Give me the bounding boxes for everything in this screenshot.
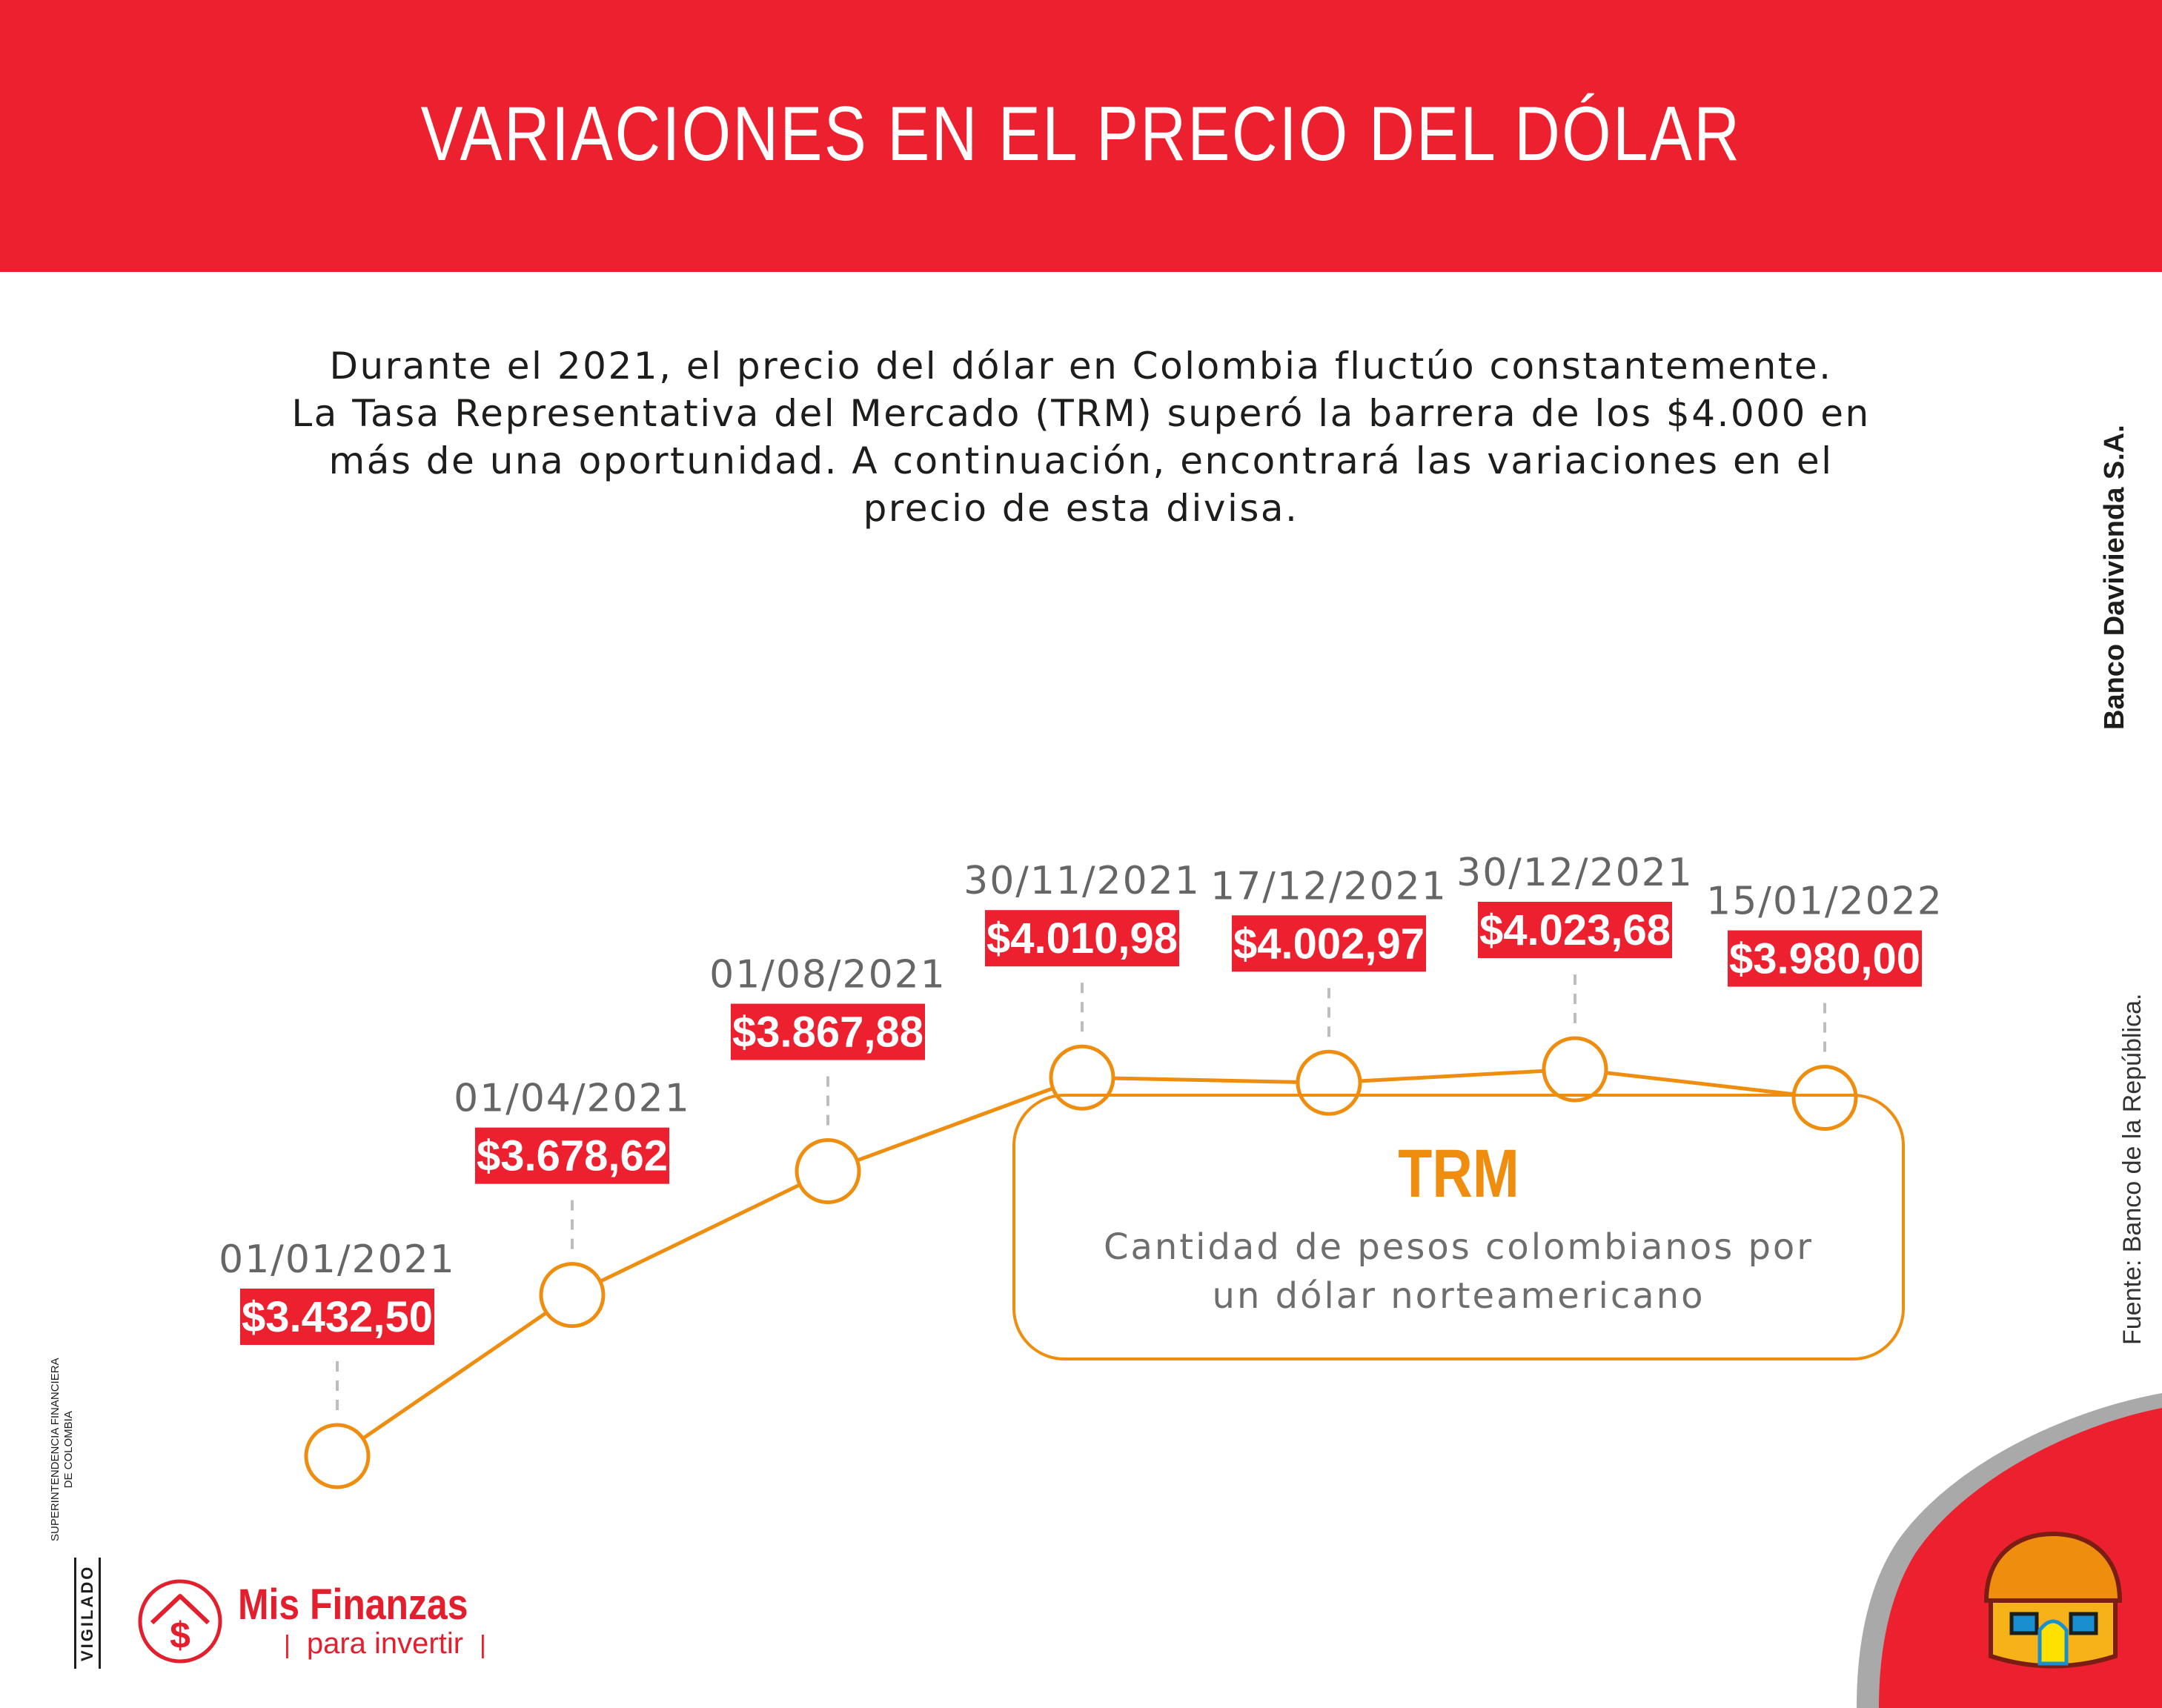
- davivienda-house-logo: [1983, 1531, 2123, 1669]
- dollar-house-icon: $: [138, 1579, 222, 1664]
- intro-line: La Tasa Representativa del Mercado (TRM)…: [291, 392, 1871, 435]
- data-point: [795, 1138, 861, 1205]
- trm-description: Cantidad de pesos colombianos por un dól…: [1015, 1223, 1902, 1320]
- trm-description-line: Cantidad de pesos colombianos por: [1103, 1226, 1814, 1268]
- intro-line: más de una oportunidad. A continuación, …: [328, 439, 1834, 482]
- date-label: 01/01/2021: [219, 1237, 456, 1282]
- header-banner: VARIACIONES EN EL PRECIO DEL DÓLAR: [0, 0, 2162, 272]
- value-label: $4.010,98: [987, 914, 1178, 963]
- data-point: [539, 1262, 606, 1329]
- date-label: 30/12/2021: [1456, 851, 1694, 895]
- data-point: [1049, 1044, 1115, 1111]
- value-label-bg: [1728, 930, 1922, 987]
- value-label: $3.980,00: [1729, 935, 1920, 983]
- data-point: [304, 1423, 371, 1489]
- data-point: [1296, 1049, 1362, 1116]
- value-label-bg: [475, 1127, 669, 1184]
- date-label: 30/11/2021: [964, 859, 1201, 903]
- date-label: 15/01/2022: [1706, 880, 1943, 924]
- value-label: $3.867,88: [732, 1008, 924, 1057]
- value-label-bg: [1478, 901, 1672, 958]
- intro-line: precio de esta divisa.: [863, 487, 1299, 530]
- trm-definition-box: TRM Cantidad de pesos colombianos por un…: [1012, 1094, 1905, 1360]
- date-label: 17/12/2021: [1210, 864, 1448, 908]
- date-label: 01/04/2021: [454, 1077, 691, 1121]
- trm-title: TRM: [1398, 1136, 1519, 1212]
- value-label: $4.023,68: [1479, 906, 1671, 954]
- value-label: $3.432,50: [242, 1293, 433, 1341]
- svg-text:$: $: [170, 1615, 190, 1656]
- value-label-bg: [731, 1003, 925, 1060]
- mis-finanzas-brand: $ Mis Finanzas para invertir: [136, 1577, 491, 1666]
- value-label: $3.678,62: [477, 1132, 668, 1180]
- trm-description-line: un dólar norteamericano: [1212, 1275, 1705, 1317]
- intro-paragraph: Durante el 2021, el precio del dólar en …: [178, 342, 1984, 532]
- value-label-bg: [1232, 915, 1426, 972]
- intro-line: Durante el 2021, el precio del dólar en …: [329, 345, 1833, 388]
- data-point: [1542, 1036, 1608, 1103]
- brand-name: Mis Finanzas: [238, 1581, 468, 1629]
- value-label: $4.002,97: [1233, 920, 1425, 968]
- page-title: VARIACIONES EN EL PRECIO DEL DÓLAR: [420, 91, 1742, 177]
- value-label-bg: [985, 910, 1179, 967]
- brand-subtitle: para invertir: [268, 1627, 503, 1661]
- value-label-bg: [240, 1289, 434, 1345]
- date-label: 01/08/2021: [709, 953, 946, 997]
